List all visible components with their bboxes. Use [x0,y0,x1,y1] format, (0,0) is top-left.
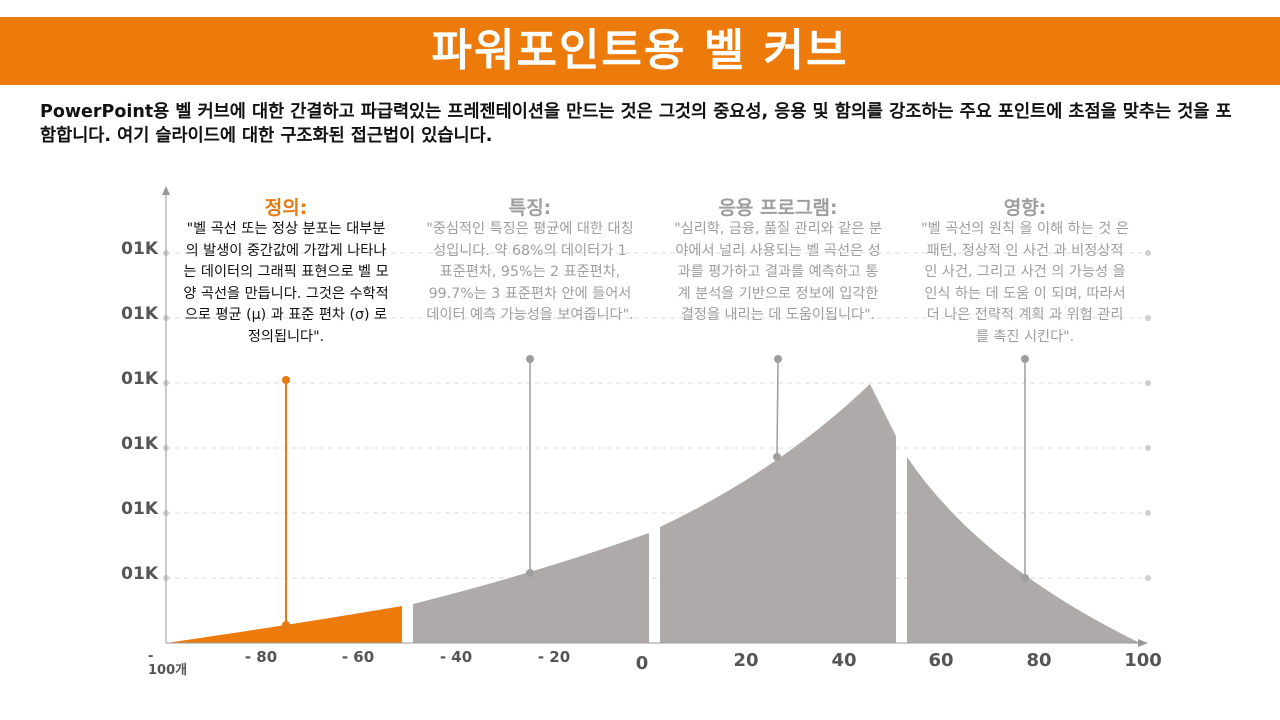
pin-dot [773,453,781,461]
grid-dot [1145,445,1151,451]
curve-segment-definition [166,606,402,643]
pin-dot [282,621,290,629]
grid-lines [166,252,1148,579]
impact-text: "벨 곡선의 원칙 을 이해 하는 것 은 패턴, 정상적 인 사건 과 비정상… [921,221,1129,345]
x-axis-label-first: - 100개 [148,650,187,678]
callout-pin-definition [282,376,290,629]
pin-line [776,358,779,458]
impact-heading: 영향: [1003,197,1047,219]
y-axis-label: 01K [121,499,158,519]
definition-heading: 정의: [264,197,308,219]
curve-segment-features [413,533,649,643]
curve-segment-applications [660,384,896,643]
grid-dot [1145,510,1151,516]
y-axis-label: 01K [121,304,158,324]
y-axis-arrow [162,186,170,195]
title-banner: 파워포인트용 벨 커브 [0,17,1280,85]
x-axis-label-first-line2: 100개 [148,663,188,678]
pin-dot [282,376,290,384]
x-axis-label: - 60 [341,648,375,666]
x-axis-label: 80 [1026,650,1052,671]
callout-pin-features [526,355,534,577]
pin-dot [1021,574,1029,582]
pin-dot [774,355,782,363]
x-axis-label: 60 [928,650,954,671]
features-text: "중심적인 특징은 평균에 대한 대칭성입니다. 약 68%의 데이터가 1 표… [426,221,634,324]
grid-dot [1145,315,1151,321]
x-axis-label: 20 [733,650,759,671]
grid-dot [1145,575,1151,581]
features-heading: 특징: [508,197,552,219]
y-axis-label: 01K [121,564,158,584]
applications-text: "심리학, 금융, 품질 관리와 같은 분야에서 널리 사용되는 벨 곡선은 성… [674,221,882,324]
slide-title: 파워포인트용 벨 커브 [431,25,849,76]
x-axis-label: - 80 [244,648,278,666]
y-axis-label: 01K [121,239,158,259]
x-axis-label: - 20 [537,648,571,666]
x-axis-label: 0 [635,653,649,674]
y-axis-label: 01K [121,434,158,454]
callout-pin-impact [1021,355,1029,582]
callout-pin-applications [773,355,782,461]
x-axis-label: - 40 [439,648,473,666]
x-axis-label: 100 [1124,650,1162,671]
pin-dot [526,569,534,577]
x-axis-arrow [1138,639,1148,647]
curve-segment-impact [907,457,1140,643]
x-axis-label: 40 [831,650,857,671]
x-axis-label-first-line1: - [148,649,154,664]
pin-dot [526,355,534,363]
pin-dot [1021,355,1029,363]
definition-text: "벨 곡선 또는 정상 분포는 대부분의 발생이 중간값에 가깝게 나타나는 데… [183,221,389,345]
intro-paragraph: PowerPoint용 벨 커브에 대한 간결하고 파급력있는 프레젠테이션을 … [40,102,1232,146]
grid-dot [1145,250,1151,256]
grid-dot [1145,380,1151,386]
applications-heading: 응용 프로그램: [718,197,838,219]
y-axis-label: 01K [121,369,158,389]
